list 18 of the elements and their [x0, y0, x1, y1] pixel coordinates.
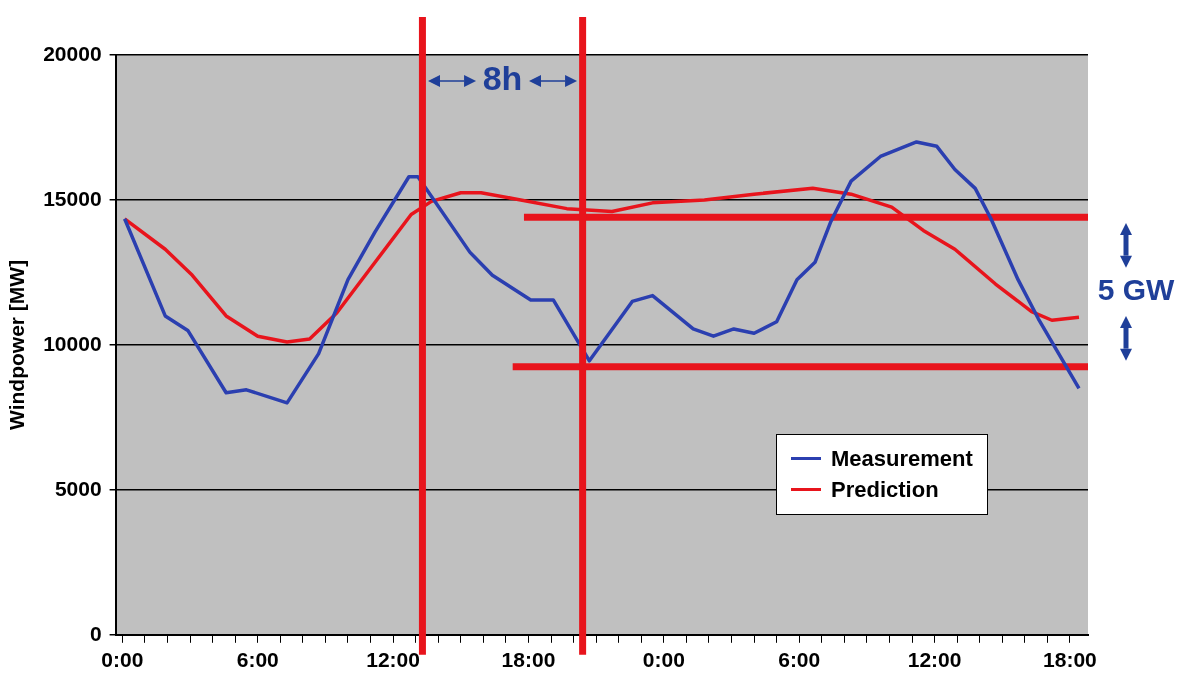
x-tick-label: 12:00: [366, 648, 420, 672]
x-tick-label: 6:00: [236, 648, 279, 672]
x-tick-label: 12:00: [907, 648, 962, 672]
x-tick-label: 18:00: [501, 648, 556, 672]
y-tick-label: 20000: [43, 41, 102, 65]
y-tick-label: 15000: [43, 186, 102, 210]
annotation: 8h: [482, 59, 523, 98]
x-tick-label: 0:00: [642, 648, 685, 672]
y-axis-title: Windpower [MW]: [5, 259, 29, 430]
x-tick-label: 18:00: [1043, 648, 1097, 672]
legend-label: Prediction: [831, 476, 939, 503]
y-tick-label: 10000: [43, 331, 102, 355]
x-tick-label: 0:00: [101, 648, 144, 672]
legend-label: Measurement: [831, 445, 973, 472]
text: 5 GW: [1097, 273, 1176, 307]
y-tick-label: 5000: [54, 476, 102, 500]
x-tick-label: 6:00: [778, 648, 821, 672]
y-tick-label: 0: [89, 621, 102, 645]
